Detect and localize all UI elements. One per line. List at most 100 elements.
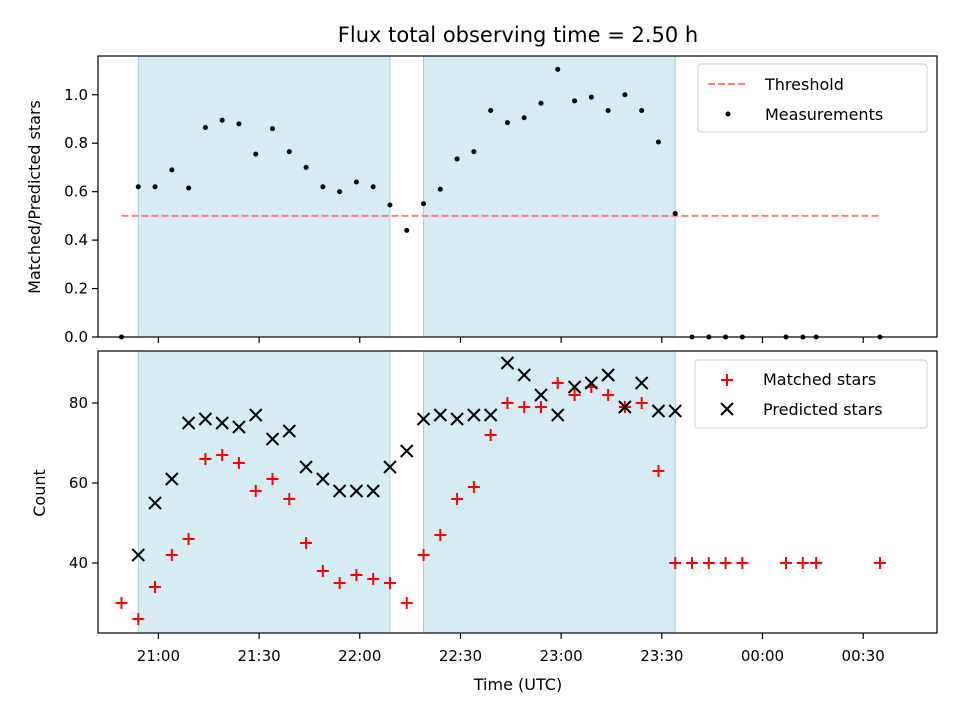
- measurement-point: [303, 164, 309, 170]
- predicted-star-point: [316, 472, 330, 486]
- predicted-star-point: [366, 484, 380, 498]
- matched-star-point: [484, 429, 497, 441]
- matched-star-point: [518, 401, 531, 413]
- predicted-star-point: [534, 388, 548, 402]
- predicted-star-point: [634, 376, 649, 390]
- top-y-tick-label: 0.2: [64, 280, 88, 298]
- top-legend-box: [697, 63, 928, 133]
- predicted-star-point: [416, 412, 431, 426]
- shaded-interval: [137, 350, 391, 634]
- matched-star-point: [719, 557, 732, 569]
- x-tick-label: 22:00: [338, 647, 381, 665]
- measurement-point: [202, 124, 208, 130]
- x-tick-label: 21:00: [137, 647, 180, 665]
- measurement-point: [639, 108, 645, 114]
- measurement-point: [270, 126, 276, 132]
- matched-star-point: [417, 549, 430, 561]
- measurement-point: [622, 92, 628, 98]
- matched-star-point: [266, 473, 279, 485]
- measurement-point: [655, 139, 661, 145]
- measurement-point: [555, 66, 561, 72]
- measurement-point: [337, 189, 343, 195]
- predicted-star-point: [651, 404, 666, 418]
- predicted-star-point: [400, 444, 414, 458]
- legend-predicted-swatch: [720, 402, 734, 416]
- top-y-tick-label: 0.6: [64, 183, 88, 201]
- bottom-legend: Matched stars Predicted stars: [694, 359, 928, 429]
- measurement-point: [421, 201, 427, 207]
- legend-measurements-label: Measurements: [765, 105, 883, 124]
- bottom-y-axis-label: Count: [30, 469, 49, 517]
- legend-predicted-label: Predicted stars: [763, 400, 883, 419]
- legend-measurements-swatch: [725, 111, 731, 117]
- measurement-point: [169, 167, 175, 173]
- matched-star-point: [149, 581, 162, 593]
- matched-star-point: [669, 557, 682, 569]
- matched-star-point: [199, 453, 212, 465]
- bottom-y-tick-label: 80: [69, 394, 88, 412]
- predicted-star-point: [500, 356, 515, 370]
- x-tick-label: 23:30: [640, 647, 683, 665]
- chart-title: Flux total observing time = 2.50 h: [338, 23, 698, 47]
- bottom-legend-box: [694, 359, 928, 429]
- legend-matched-label: Matched stars: [763, 370, 876, 389]
- matched-star-point: [300, 537, 313, 549]
- predicted-star-point: [601, 368, 615, 382]
- matched-star-point: [568, 389, 581, 401]
- top-axes-frame: [97, 55, 938, 338]
- measurement-point: [572, 98, 578, 104]
- measurement-point: [286, 149, 292, 155]
- shaded-interval: [423, 55, 676, 338]
- bottom-panel: 40 60 80 21:00 21:30 22:00 22:30 23:00 23:30 00:…: [30, 350, 938, 694]
- x-axis-label: Time (UTC): [473, 675, 562, 694]
- matched-star-point: [115, 597, 128, 609]
- matched-star-point: [182, 533, 195, 545]
- measurement-point: [437, 186, 443, 192]
- measurement-point: [135, 184, 141, 190]
- matched-star-point: [316, 565, 329, 577]
- matched-star-point: [434, 529, 447, 541]
- matched-star-point: [810, 557, 823, 569]
- predicted-star-point: [349, 484, 364, 498]
- predicted-star-point: [181, 416, 196, 430]
- predicted-star-point: [584, 376, 599, 390]
- matched-star-point: [736, 557, 749, 569]
- x-tick-label: 00:00: [741, 647, 784, 665]
- shaded-interval: [137, 55, 391, 338]
- measurement-point: [320, 184, 326, 190]
- matched-star-point: [400, 597, 413, 609]
- matched-star-point: [333, 577, 346, 589]
- measurement-point: [588, 94, 594, 100]
- top-panel: 0.0 0.2 0.4 0.6 0.8 1.0 Matched/Predicted sta…: [25, 55, 938, 346]
- bottom-x-ticks: 21:00 21:30 22:00 22:30 23:00 23:30 00:00 00:30: [137, 633, 885, 665]
- matched-star-point: [165, 549, 178, 561]
- measurement-point: [605, 108, 611, 114]
- top-y-tick-label: 0.8: [64, 134, 88, 152]
- matched-star-point: [451, 493, 464, 505]
- predicted-star-point: [668, 404, 682, 418]
- top-y-tick-label: 0.4: [64, 231, 88, 249]
- matched-star-point: [132, 613, 145, 625]
- matched-star-point: [796, 557, 809, 569]
- legend-threshold-label: Threshold: [764, 75, 844, 94]
- predicted-star-point: [567, 380, 582, 394]
- measurement-point: [488, 108, 494, 114]
- matched-star-points: [115, 377, 886, 625]
- measurement-point: [186, 185, 192, 191]
- measurement-point: [404, 227, 410, 233]
- predicted-star-point: [467, 408, 481, 422]
- measurement-point: [504, 120, 510, 126]
- predicted-star-point: [232, 420, 246, 434]
- legend-matched-swatch: [721, 374, 733, 386]
- measurement-point: [370, 184, 376, 190]
- measurement-point: [219, 117, 225, 123]
- measurement-point: [253, 151, 259, 157]
- bottom-y-ticks: 40 60 80: [69, 394, 98, 572]
- measurement-point: [538, 100, 544, 106]
- predicted-star-point: [131, 548, 145, 562]
- matched-star-point: [383, 577, 396, 589]
- matched-star-point: [283, 493, 296, 505]
- predicted-star-points: [131, 356, 682, 562]
- x-tick-label: 21:30: [237, 647, 280, 665]
